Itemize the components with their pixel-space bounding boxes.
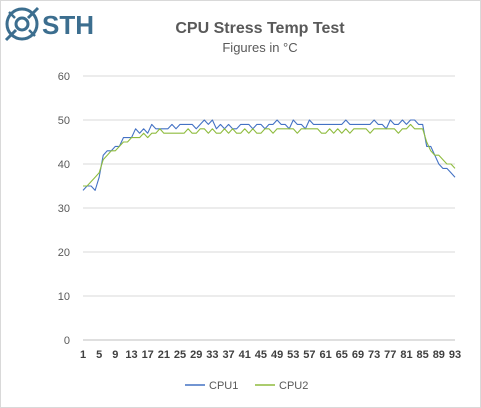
x-tick-label: 25: [174, 349, 186, 361]
x-tick-label: 69: [352, 349, 364, 361]
x-axis-ticks: 1 5 9 13 17 21 25 29 33 37 41 45 49 53 57 61 65 69 73 77 81 8…: [80, 349, 461, 361]
x-tick-label: 1: [80, 349, 86, 361]
x-tick-label: 13: [125, 349, 137, 361]
x-tick-label: 93: [449, 349, 461, 361]
legend-label-cpu2: CPU2: [279, 380, 308, 392]
y-tick-label: 30: [58, 203, 70, 215]
x-tick-label: 41: [239, 349, 251, 361]
x-tick-label: 77: [384, 349, 396, 361]
gridlines: [83, 75, 455, 341]
x-tick-label: 85: [417, 349, 429, 361]
y-axis-ticks: 0 10 20 30 40 50 60: [58, 71, 70, 347]
x-tick-label: 29: [190, 349, 202, 361]
legend: CPU1 CPU2: [185, 380, 308, 392]
x-tick-label: 45: [255, 349, 267, 361]
series-line-cpu2: [83, 123, 456, 187]
y-tick-label: 20: [58, 247, 70, 259]
x-tick-label: 17: [142, 349, 154, 361]
y-tick-label: 40: [58, 159, 70, 171]
x-tick-label: 65: [336, 349, 348, 361]
y-tick-label: 60: [58, 71, 70, 83]
y-tick-label: 0: [64, 335, 70, 347]
sth-logo-mark: [4, 6, 40, 42]
sth-logo: STH: [4, 6, 94, 42]
x-tick-label: 49: [271, 349, 283, 361]
y-tick-label: 10: [58, 291, 70, 303]
x-tick-label: 37: [222, 349, 234, 361]
legend-label-cpu1: CPU1: [209, 380, 238, 392]
sth-logo-text: STH: [42, 10, 94, 40]
x-tick-label: 9: [112, 349, 118, 361]
y-tick-label: 50: [58, 115, 70, 127]
x-tick-label: 89: [433, 349, 445, 361]
chart-title: CPU Stress Temp Test: [175, 20, 345, 37]
x-tick-label: 53: [287, 349, 299, 361]
x-tick-label: 33: [206, 349, 218, 361]
chart-subtitle: Figures in °C: [222, 40, 297, 55]
x-tick-label: 57: [303, 349, 315, 361]
x-tick-label: 5: [96, 349, 102, 361]
series-line-cpu1: [82, 119, 456, 191]
x-tick-label: 61: [319, 349, 331, 361]
series-lines: [82, 119, 456, 191]
x-tick-label: 73: [368, 349, 380, 361]
x-tick-label: 21: [158, 349, 170, 361]
x-tick-label: 81: [400, 349, 412, 361]
